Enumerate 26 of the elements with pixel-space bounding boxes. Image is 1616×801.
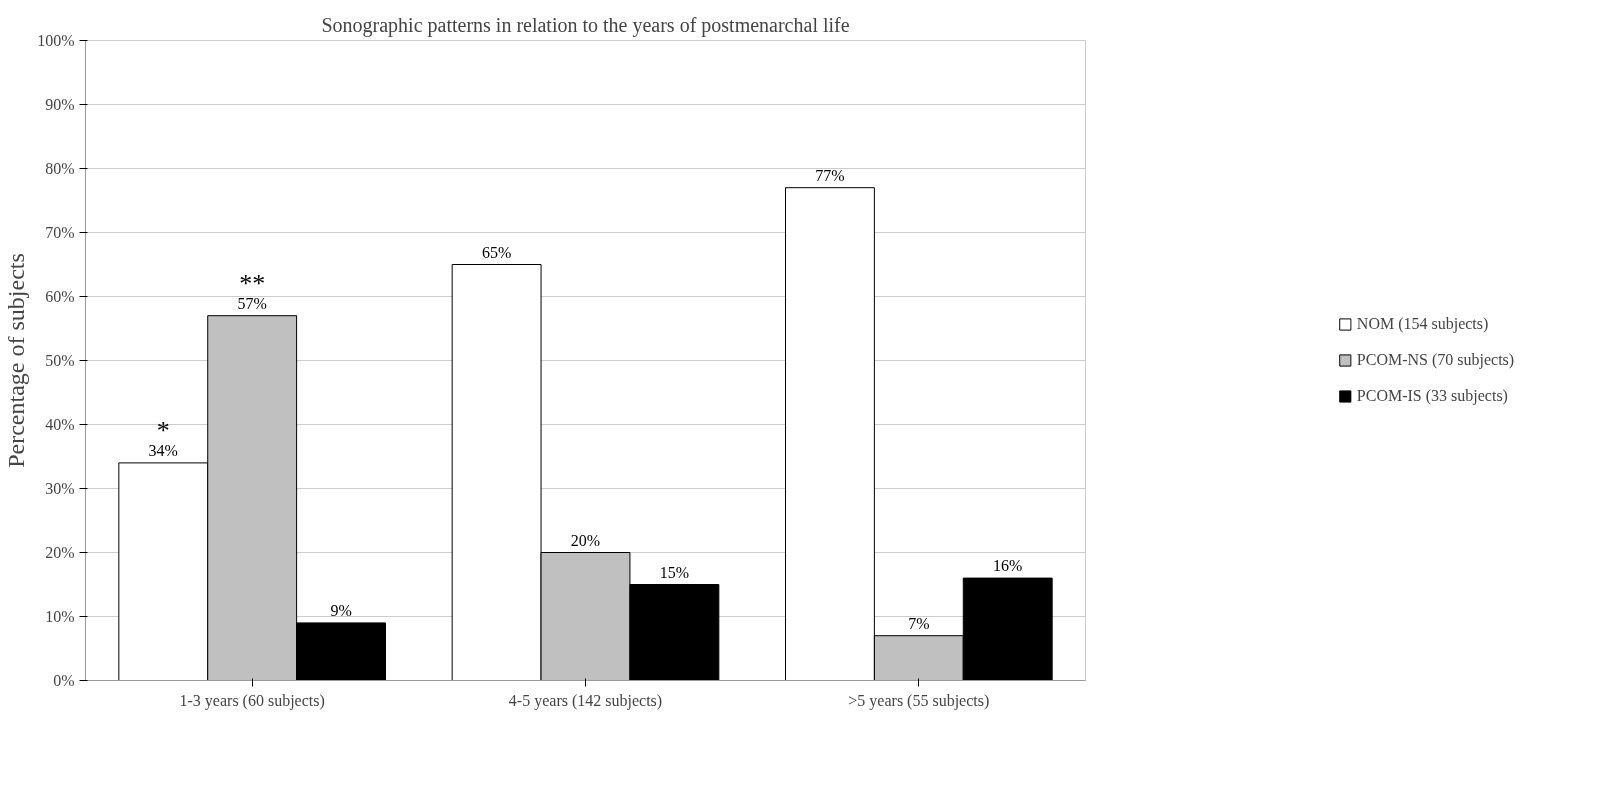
y-tick-label: 90%: [45, 96, 75, 113]
text: 77%: [815, 166, 845, 184]
text: 7%: [908, 614, 930, 632]
text: 16%: [993, 557, 1023, 575]
chart-title: Sonographic patterns in relation to the years of postmenarchal life: [321, 13, 850, 37]
legend-label: PCOM-NS (70 subjects): [1356, 351, 1515, 369]
x-tick-label: 1-3 years (60 subjects): [179, 691, 325, 710]
y-tick-label: 100%: [37, 32, 75, 49]
text: 20%: [570, 531, 601, 549]
text: 9%: [330, 601, 352, 619]
x-tick-label: 4-5 years (142 subjects): [508, 691, 663, 710]
legend-label: NOM (154 subjects): [1356, 315, 1489, 333]
legend-label: PCOM-IS (33 subjects): [1356, 387, 1508, 405]
x-tick-label: >5 years (55 subjects): [848, 691, 990, 710]
y-tick-label: 20%: [45, 544, 75, 561]
y-tick-label: 50%: [45, 352, 75, 369]
y-tick-label: 40%: [45, 416, 75, 433]
text: 15%: [659, 563, 690, 581]
y-axis-title: Percentage of subjects: [3, 253, 30, 468]
y-tick-label: 30%: [45, 480, 75, 497]
y-tick-label: 70%: [45, 224, 75, 241]
text: 65%: [481, 243, 512, 261]
y-tick-label: 80%: [45, 160, 75, 177]
y-tick-label: 10%: [45, 608, 75, 625]
y-tick-label: 0%: [53, 672, 75, 689]
y-tick-label: 60%: [45, 288, 75, 305]
